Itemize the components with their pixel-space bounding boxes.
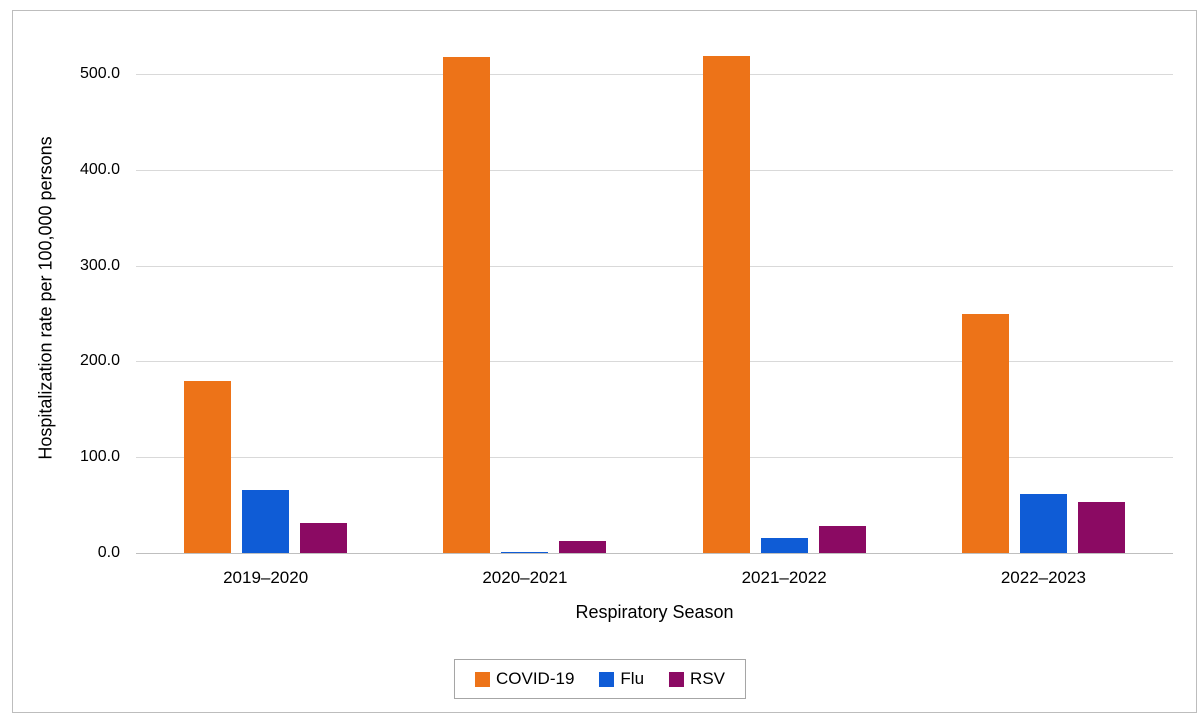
- plot-area: [136, 55, 1173, 554]
- y-tick-label-300.0: 300.0: [79, 256, 120, 274]
- bar-flu-2021-2022: [760, 537, 808, 553]
- legend-item-rsv: RSV: [669, 669, 725, 689]
- legend-swatch-covid-19: [474, 671, 490, 687]
- bar-covid-19-2019-2020: [184, 380, 232, 553]
- bar-flu-2020-2021: [501, 552, 549, 553]
- legend-swatch-rsv: [669, 671, 685, 687]
- x-category-label-2021-2022: 2021–2022: [741, 568, 827, 587]
- legend-swatch-flu: [599, 671, 615, 687]
- gridline-100: [136, 457, 1173, 459]
- y-tick-label-500.0: 500.0: [79, 65, 120, 82]
- legend-item-flu: Flu: [599, 669, 644, 689]
- legend-label-covid-19: COVID-19: [495, 669, 575, 688]
- y-tick-label-0.0: 0.0: [97, 544, 120, 561]
- bar-flu-2019-2020: [242, 489, 290, 553]
- gridline-300: [136, 265, 1173, 267]
- x-axis-title: Respiratory Season: [575, 602, 734, 622]
- bar-covid-19-2020-2021: [443, 56, 491, 553]
- x-category-label-2020-2021: 2020–2021: [482, 568, 568, 587]
- legend-label-rsv: RSV: [690, 669, 726, 688]
- legend: COVID-19 Flu RSV: [453, 659, 747, 699]
- bar-covid-19-2021-2022: [702, 55, 750, 553]
- y-axis-tick-labels: 0.0 100.0 200.0 300.0 400.0 500.0: [0, 65, 120, 561]
- y-tick-label-100.0: 100.0: [79, 448, 120, 466]
- bar-rsv-2021-2022: [818, 526, 866, 553]
- y-tick-label-400.0: 400.0: [79, 160, 120, 178]
- gridline-500: [136, 74, 1173, 75]
- bar-rsv-2019-2020: [300, 523, 348, 553]
- bar-covid-19-2022-2023: [961, 313, 1009, 553]
- bar-rsv-2020-2021: [559, 540, 607, 553]
- x-category-label-2022-2023: 2022–2023: [1000, 568, 1086, 587]
- bar-rsv-2022-2023: [1077, 502, 1125, 553]
- gridline-400: [136, 169, 1173, 171]
- x-axis-category-labels: 2019–2020 2020–2021 2021–2022 2022–2023: [136, 568, 1173, 588]
- legend-item-covid-19: COVID-19: [474, 669, 575, 689]
- gridline-200: [136, 361, 1173, 363]
- x-axis-line: [136, 553, 1173, 554]
- y-tick-label-200.0: 200.0: [79, 352, 120, 370]
- x-category-label-2019-2020: 2019–2020: [223, 568, 309, 587]
- bar-flu-2022-2023: [1019, 493, 1067, 553]
- legend-label-flu: Flu: [620, 669, 645, 688]
